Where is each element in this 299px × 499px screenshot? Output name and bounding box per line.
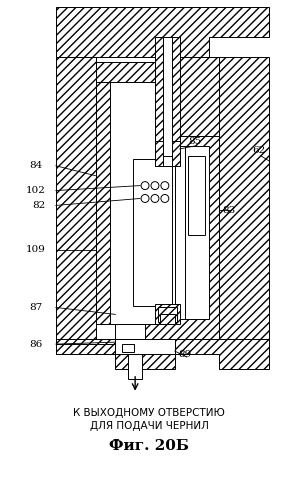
Polygon shape xyxy=(160,314,175,324)
Text: К ВЫХОДНОМУ ОТВЕРСТИЮ: К ВЫХОДНОМУ ОТВЕРСТИЮ xyxy=(73,409,225,419)
Bar xyxy=(95,62,175,324)
Bar xyxy=(155,62,175,96)
Polygon shape xyxy=(155,141,180,166)
Bar xyxy=(133,159,172,306)
Bar xyxy=(219,57,269,339)
Bar xyxy=(128,354,142,379)
Bar xyxy=(163,37,172,156)
Text: 87: 87 xyxy=(29,303,43,312)
Polygon shape xyxy=(56,339,175,354)
Bar xyxy=(160,62,175,324)
Text: Фиг. 20Б: Фиг. 20Б xyxy=(109,439,189,453)
Bar xyxy=(115,339,175,354)
Bar xyxy=(175,57,219,136)
Polygon shape xyxy=(155,304,180,324)
Polygon shape xyxy=(115,136,219,339)
Text: 89: 89 xyxy=(178,349,191,358)
Bar xyxy=(158,307,177,322)
Text: 85: 85 xyxy=(188,137,201,146)
Text: 82: 82 xyxy=(32,201,46,210)
Bar xyxy=(115,339,175,354)
Text: 102: 102 xyxy=(26,186,46,195)
Text: 109: 109 xyxy=(26,246,46,254)
Bar xyxy=(56,57,95,339)
Bar xyxy=(95,62,110,324)
Polygon shape xyxy=(130,156,175,309)
Bar xyxy=(155,37,180,156)
Bar xyxy=(122,344,134,352)
Bar xyxy=(56,339,115,354)
Text: ДЛЯ ПОДАЧИ ЧЕРНИЛ: ДЛЯ ПОДАЧИ ЧЕРНИЛ xyxy=(90,421,208,431)
Bar xyxy=(188,156,205,235)
Bar xyxy=(155,37,163,156)
Bar xyxy=(172,37,180,156)
Polygon shape xyxy=(56,339,269,369)
Text: 84: 84 xyxy=(29,161,43,170)
Bar xyxy=(110,81,160,324)
Bar xyxy=(155,141,163,166)
Polygon shape xyxy=(120,146,185,319)
Bar xyxy=(155,62,175,96)
Bar xyxy=(115,324,145,354)
Bar xyxy=(172,141,180,166)
Text: 86: 86 xyxy=(29,340,43,349)
Bar xyxy=(175,136,219,339)
Text: 83: 83 xyxy=(223,206,236,215)
Bar xyxy=(185,146,209,319)
Bar xyxy=(95,62,175,81)
Polygon shape xyxy=(56,7,269,57)
Text: 62: 62 xyxy=(252,146,266,155)
